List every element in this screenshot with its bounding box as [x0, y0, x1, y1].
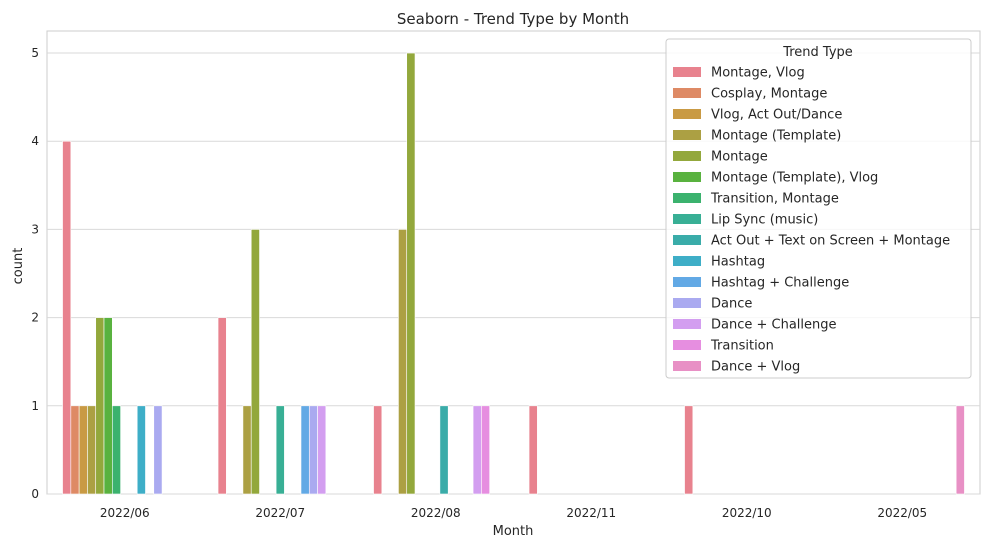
bar	[398, 229, 408, 495]
bar	[528, 405, 538, 495]
legend-title: Trend Type	[782, 45, 853, 60]
legend: Trend Type Montage, Vlog Cosplay, Montage…	[665, 38, 972, 379]
legend-entry-label: Cosplay, Montage	[711, 87, 827, 102]
x-tick-label: 2022/05	[877, 506, 927, 520]
legend-entry-label: Dance + Vlog	[711, 360, 800, 375]
y-tick-label: 5	[31, 46, 39, 60]
bar	[217, 317, 227, 495]
bar	[87, 405, 97, 495]
bar	[481, 405, 490, 495]
bar	[472, 405, 482, 495]
legend-entry-label: Montage (Template)	[711, 129, 841, 144]
bar	[95, 317, 105, 495]
legend-entry-label: Hashtag + Challenge	[711, 276, 849, 291]
legend-swatch	[673, 88, 701, 98]
legend-swatch	[673, 277, 701, 287]
y-tick-label: 3	[31, 222, 39, 236]
bar	[103, 317, 113, 495]
bar	[78, 405, 88, 495]
bar	[406, 52, 416, 495]
bar	[275, 405, 285, 495]
legend-entry-label: Montage (Template), Vlog	[711, 171, 878, 186]
legend-swatch	[673, 172, 701, 182]
y-tick-label: 4	[31, 134, 39, 148]
legend-swatch	[673, 340, 701, 350]
legend-swatch	[673, 235, 701, 245]
legend-swatch	[673, 193, 701, 203]
bar	[373, 405, 383, 495]
bar	[439, 405, 449, 495]
bar	[955, 405, 965, 495]
x-tick-label: 2022/10	[722, 506, 772, 520]
chart-title: Seaborn - Trend Type by Month	[397, 10, 629, 28]
axes: 0 1 2 3 4 5 2022/06 2022/07 2022/08 2022/11 2022/1…	[31, 46, 927, 520]
legend-swatch	[673, 319, 701, 329]
bar	[317, 405, 327, 495]
legend-entry-label: Transition, Montage	[710, 192, 839, 207]
bar	[112, 405, 121, 495]
legend-entry-label: Montage	[711, 150, 768, 165]
legend-swatch	[673, 151, 701, 161]
x-tick-label: 2022/06	[100, 506, 150, 520]
legend-swatch	[673, 298, 701, 308]
bar	[684, 405, 694, 495]
legend-entry-label: Act Out + Text on Screen + Montage	[711, 234, 950, 249]
legend-entry-label: Vlog, Act Out/Dance	[711, 108, 842, 123]
legend-entry-label: Lip Sync (music)	[711, 213, 818, 228]
y-tick-label: 0	[31, 487, 39, 501]
y-tick-label: 1	[31, 399, 39, 413]
bar	[62, 140, 72, 495]
bar	[242, 405, 252, 495]
legend-swatch	[673, 361, 701, 371]
legend-entry-label: Dance + Challenge	[711, 318, 837, 333]
x-axis-label: Month	[493, 524, 534, 539]
legend-swatch	[673, 130, 701, 140]
legend-swatch	[673, 256, 701, 266]
bar	[153, 405, 163, 495]
bar	[70, 405, 80, 495]
bar	[136, 405, 146, 495]
x-tick-label: 2022/11	[566, 506, 616, 520]
bar	[300, 405, 310, 495]
legend-swatch	[673, 109, 701, 119]
y-axis-label: count	[11, 248, 26, 285]
x-tick-label: 2022/07	[255, 506, 305, 520]
y-tick-label: 2	[31, 311, 39, 325]
bar	[250, 229, 260, 495]
bar	[308, 405, 318, 495]
legend-entry-label: Hashtag	[711, 255, 765, 270]
legend-entry-label: Dance	[711, 297, 752, 312]
legend-entry-label: Transition	[710, 339, 774, 354]
legend-swatch	[673, 67, 701, 77]
x-tick-label: 2022/08	[411, 506, 461, 520]
legend-frame	[665, 38, 972, 379]
legend-entry-label: Montage, Vlog	[711, 66, 805, 81]
legend-swatch	[673, 214, 701, 224]
bars	[62, 52, 965, 495]
